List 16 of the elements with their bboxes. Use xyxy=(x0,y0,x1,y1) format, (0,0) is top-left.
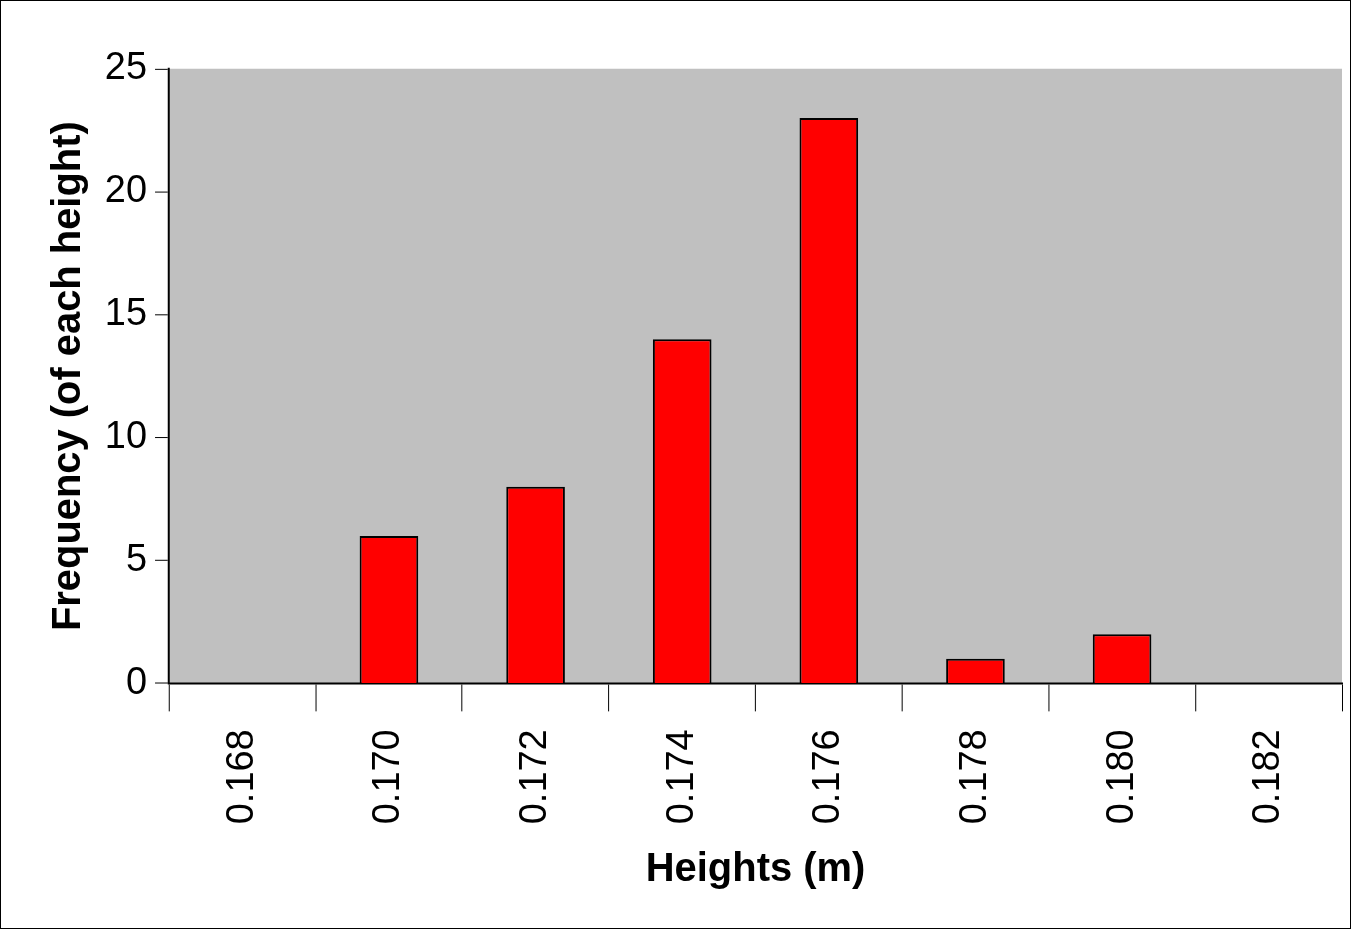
x-tick-label: 0.176 xyxy=(805,729,848,825)
y-tick-label: 10 xyxy=(104,414,148,457)
y-tick-label: 20 xyxy=(104,168,148,211)
x-tick-label: 0.170 xyxy=(365,729,408,825)
y-tick-label: 25 xyxy=(104,45,148,88)
x-tick-label: 0.172 xyxy=(512,729,555,825)
x-tick-label: 0.168 xyxy=(218,729,261,825)
y-tick-label: 5 xyxy=(125,536,148,579)
x-tick-label: 0.178 xyxy=(951,729,994,825)
y-tick-label: 0 xyxy=(125,659,148,702)
y-axis-title: Frequency (of each height) xyxy=(43,121,88,632)
y-tick-label: 15 xyxy=(104,291,148,334)
x-tick-label: 0.180 xyxy=(1098,729,1141,825)
x-tick-label: 0.174 xyxy=(658,729,701,825)
x-axis-title: Heights (m) xyxy=(645,845,866,890)
x-tick-label: 0.182 xyxy=(1245,729,1288,825)
